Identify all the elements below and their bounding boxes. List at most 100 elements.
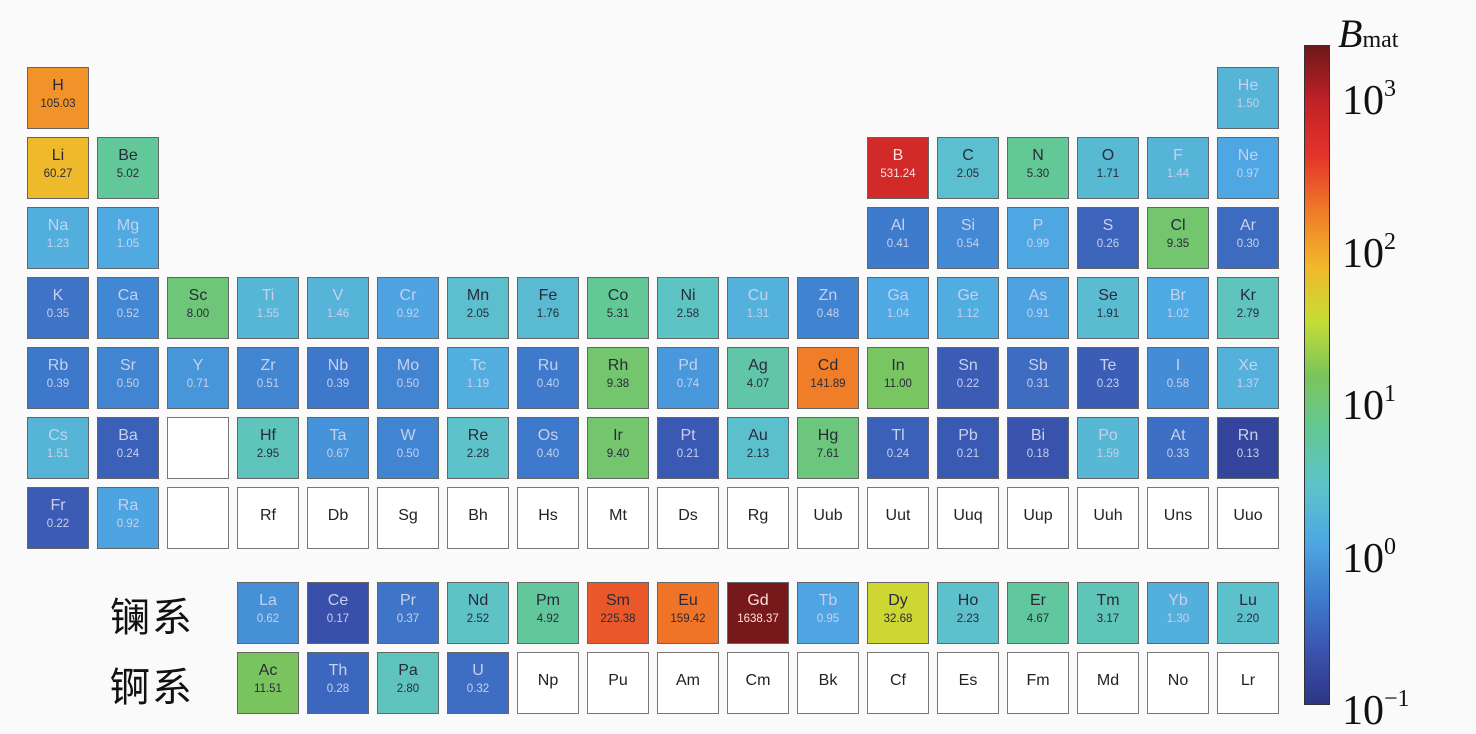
element-cell-sr: Sr 0.50 — [97, 347, 159, 409]
element-symbol: As — [1028, 287, 1048, 304]
element-cell-w: W 0.50 — [377, 417, 439, 479]
element-symbol: Ce — [327, 592, 349, 609]
element-cell-sg: Sg — [377, 487, 439, 549]
element-symbol: H — [52, 77, 64, 94]
element-value: 0.71 — [186, 378, 210, 390]
element-symbol: Uuq — [953, 507, 983, 524]
element-value: 4.67 — [1026, 613, 1050, 625]
element-symbol: Uub — [813, 507, 843, 524]
element-symbol: Mg — [116, 217, 140, 234]
element-symbol: Tm — [1096, 592, 1120, 609]
element-cell-cm: Cm — [727, 652, 789, 714]
element-cell-p: P 0.99 — [1007, 207, 1069, 269]
element-cell-tb: Tb 0.95 — [797, 582, 859, 644]
element-cell-ba: Ba 0.24 — [97, 417, 159, 479]
element-symbol: Ra — [117, 497, 139, 514]
element-cell-mo: Mo 0.50 — [377, 347, 439, 409]
element-value: 11.00 — [884, 378, 912, 390]
lanthanides-label: 镧系 — [110, 595, 194, 641]
element-symbol: Yb — [1168, 592, 1188, 609]
element-cell-am: Am — [657, 652, 719, 714]
element-symbol: Sg — [398, 507, 418, 524]
element-value: 7.61 — [816, 448, 840, 460]
element-symbol: He — [1237, 77, 1259, 94]
element-value: 1.04 — [886, 308, 910, 320]
element-symbol: Er — [1030, 592, 1046, 609]
element-value: 1.59 — [1096, 448, 1120, 460]
element-symbol: Cm — [745, 672, 771, 689]
element-cell-zn: Zn 0.48 — [797, 277, 859, 339]
element-symbol: Hg — [817, 427, 839, 444]
element-symbol: Dy — [888, 592, 908, 609]
element-symbol: Sb — [1028, 357, 1048, 374]
element-cell-ra: Ra 0.92 — [97, 487, 159, 549]
element-cell-eu: Eu 159.42 — [657, 582, 719, 644]
element-symbol: Bk — [818, 672, 838, 689]
element-symbol: Mn — [466, 287, 490, 304]
element-cell-in: In 11.00 — [867, 347, 929, 409]
element-value: 1.12 — [956, 308, 980, 320]
element-value: 0.50 — [396, 448, 420, 460]
element-symbol: Np — [537, 672, 559, 689]
element-symbol: Fm — [1026, 672, 1050, 689]
element-value: 9.40 — [606, 448, 630, 460]
element-value: 1.55 — [256, 308, 280, 320]
element-cell-ru: Ru 0.40 — [517, 347, 579, 409]
element-cell-at: At 0.33 — [1147, 417, 1209, 479]
element-value: 2.80 — [396, 683, 420, 695]
element-value: 0.95 — [816, 613, 840, 625]
element-value: 0.22 — [46, 518, 70, 530]
tick-base: 10 — [1342, 688, 1384, 734]
element-symbol: Ds — [678, 507, 698, 524]
element-cell-b: B 531.24 — [867, 137, 929, 199]
colorbar-tick-label: 101 — [1342, 373, 1396, 427]
element-cell-mn: Mn 2.05 — [447, 277, 509, 339]
element-symbol: At — [1170, 427, 1186, 444]
element-cell-c: C 2.05 — [937, 137, 999, 199]
element-cell-rb: Rb 0.39 — [27, 347, 89, 409]
element-symbol: Gd — [747, 592, 769, 609]
element-value: 2.28 — [466, 448, 490, 460]
element-symbol: Fe — [538, 287, 558, 304]
tick-exponent: −1 — [1384, 686, 1410, 713]
element-value: 0.40 — [536, 378, 560, 390]
element-value: 60.27 — [43, 168, 73, 180]
element-value: 1.23 — [46, 238, 70, 250]
element-symbol: Te — [1099, 357, 1117, 374]
element-value: 0.58 — [1166, 378, 1190, 390]
element-symbol: Pa — [398, 662, 418, 679]
element-cell-rf: Rf — [237, 487, 299, 549]
element-symbol: Cs — [48, 427, 68, 444]
tick-base: 10 — [1342, 230, 1384, 277]
element-cell-ca: Ca 0.52 — [97, 277, 159, 339]
element-value: 0.41 — [886, 238, 910, 250]
element-cell-u: U 0.32 — [447, 652, 509, 714]
element-symbol: Li — [51, 147, 65, 164]
colorbar-title-subscript: mat — [1362, 27, 1399, 53]
element-cell-nd: Nd 2.52 — [447, 582, 509, 644]
element-cell-placeholder — [167, 417, 229, 479]
element-symbol: Zr — [260, 357, 276, 374]
element-value: 0.30 — [1236, 238, 1260, 250]
element-cell-tm: Tm 3.17 — [1077, 582, 1139, 644]
element-value: 0.52 — [116, 308, 140, 320]
element-cell-placeholder — [167, 487, 229, 549]
element-cell-cd: Cd 141.89 — [797, 347, 859, 409]
element-symbol: Si — [960, 217, 976, 234]
element-value: 2.13 — [746, 448, 770, 460]
element-symbol: Rh — [607, 357, 629, 374]
element-value: 0.21 — [676, 448, 700, 460]
element-value: 0.99 — [1026, 238, 1050, 250]
element-symbol: V — [332, 287, 344, 304]
tick-exponent: 3 — [1384, 75, 1396, 102]
element-value: 0.13 — [1236, 448, 1260, 460]
element-value: 225.38 — [600, 613, 636, 625]
element-symbol: Uns — [1163, 507, 1193, 524]
element-value: 1.02 — [1166, 308, 1190, 320]
element-symbol: O — [1101, 147, 1115, 164]
element-symbol: Uuh — [1093, 507, 1123, 524]
element-cell-hg: Hg 7.61 — [797, 417, 859, 479]
element-symbol: Sm — [606, 592, 630, 609]
element-symbol: Rb — [47, 357, 69, 374]
element-symbol: Db — [327, 507, 349, 524]
